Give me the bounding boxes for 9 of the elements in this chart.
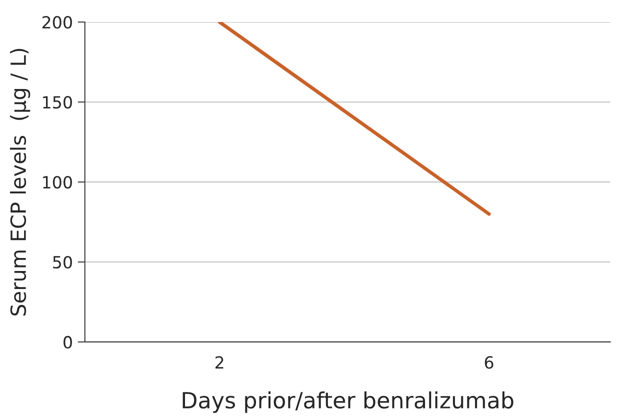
x-axis-title: Days prior/after benralizumab (182, 391, 514, 413)
y-tick-label: 150 (43, 96, 72, 109)
x-tick-label: 6 (484, 356, 494, 369)
y-tick-label: 200 (42, 16, 72, 29)
y-axis-title: Serum ECP levels (µg / L) (10, 48, 30, 316)
y-tick-label: 100 (43, 176, 72, 189)
x-tick-label: 2 (216, 356, 224, 369)
y-tick-label: 0 (64, 336, 72, 349)
y-tick-label: 50 (53, 256, 72, 269)
